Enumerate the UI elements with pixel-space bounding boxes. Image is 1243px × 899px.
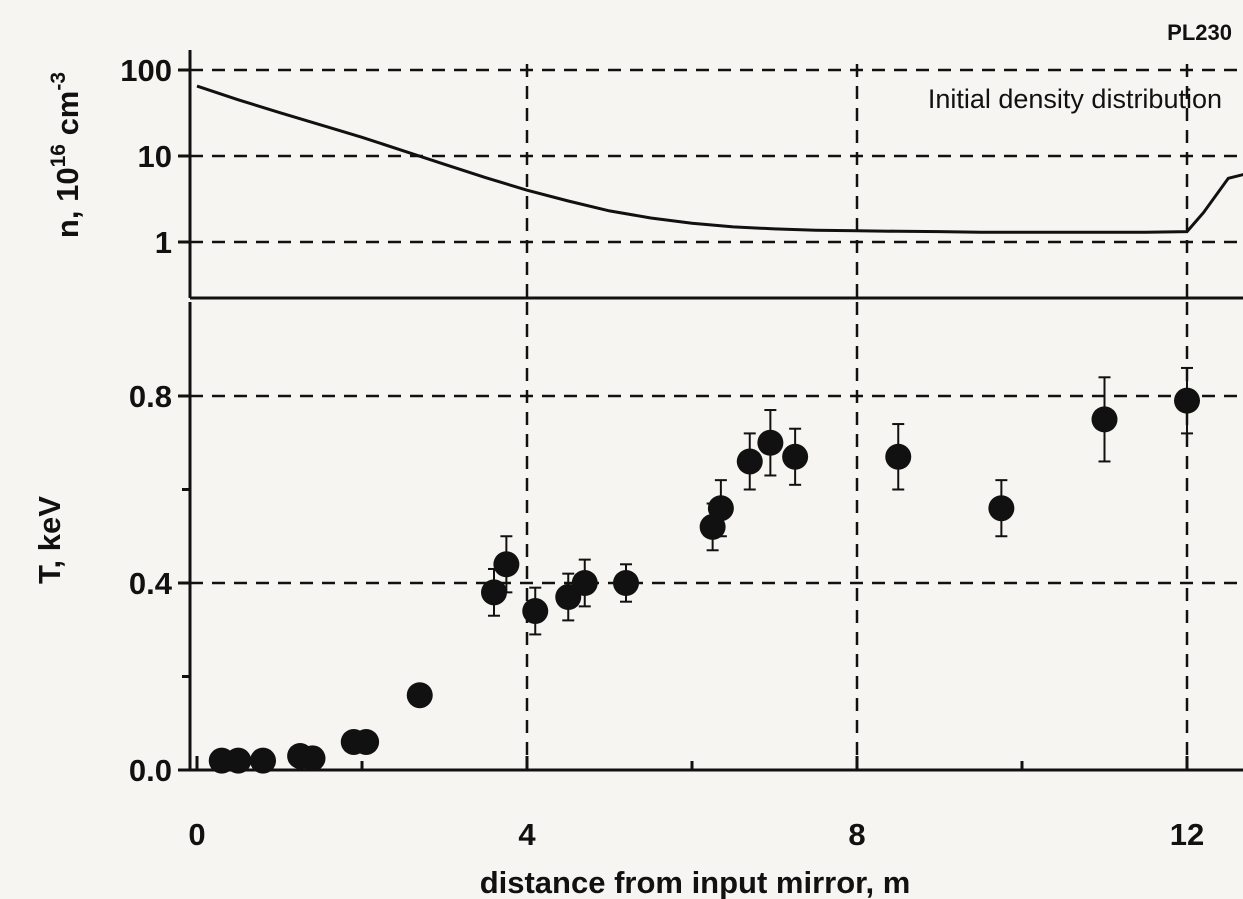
temperature-y-tick-label-2: 0.8: [129, 379, 172, 414]
density-axes: [178, 50, 1243, 300]
temperature-tick-labels: 0.0 0.4 0.8 0 4 8 12: [129, 379, 1204, 852]
density-y-tick-label-1: 10: [138, 139, 172, 174]
temperature-point-21: [1091, 406, 1118, 433]
x-axis-title: distance from input mirror, m: [480, 865, 911, 899]
temperature-point-6: [353, 728, 380, 755]
temperature-panel: 0.0 0.4 0.8 0 4 8 12 T, keV distance from inpu…: [32, 302, 1243, 899]
density-panel: 1 10 100 Initial density distribution n, 1…: [47, 50, 1243, 300]
density-y-tick-label-2: 100: [120, 53, 172, 88]
density-panel-title: Initial density distribution: [928, 84, 1222, 114]
temperature-y-tick-label-0: 0.0: [129, 753, 172, 788]
density-y-tick-label-0: 1: [155, 225, 172, 260]
temperature-point-18: [782, 443, 809, 470]
temperature-point-13: [613, 570, 639, 596]
temperature-y-tick-label-1: 0.4: [129, 566, 173, 601]
density-y-axis-title: n, 1016 cm-3: [47, 72, 85, 238]
x-tick-label-3: 12: [1170, 817, 1204, 852]
density-curve: [196, 84, 1243, 234]
x-tick-label-2: 8: [848, 817, 865, 852]
temperature-point-2: [250, 747, 276, 774]
temperature-axes: [178, 302, 1243, 772]
figure-corner-label: PL230: [1167, 20, 1232, 45]
temperature-point-9: [493, 551, 520, 578]
density-y-tick-labels: 1 10 100: [120, 53, 172, 260]
x-tick-label-0: 0: [188, 817, 205, 852]
temperature-point-7: [406, 682, 433, 709]
temperature-point-22: [1174, 387, 1200, 414]
density-gridlines: [190, 64, 1243, 298]
temperature-y-axis-title: T, keV: [32, 496, 67, 584]
temperature-point-8: [481, 579, 507, 606]
temperature-point-10: [522, 598, 549, 625]
temperature-point-17: [757, 429, 784, 456]
density-ylabel-exp1: 16: [47, 144, 70, 167]
temperature-point-12: [571, 570, 598, 596]
temperature-point-19: [885, 443, 912, 470]
temperature-point-20: [988, 495, 1015, 522]
temperature-points: [208, 366, 1200, 774]
temperature-point-1: [225, 747, 252, 774]
temperature-point-16: [736, 448, 763, 475]
density-ylabel-base: n, 10: [50, 167, 85, 238]
density-ylabel-exp2: -3: [47, 72, 70, 91]
x-tick-label-1: 4: [518, 817, 536, 852]
temperature-point-4: [299, 745, 326, 772]
temperature-point-15: [707, 495, 734, 522]
density-ylabel-unit: cm: [50, 91, 85, 144]
